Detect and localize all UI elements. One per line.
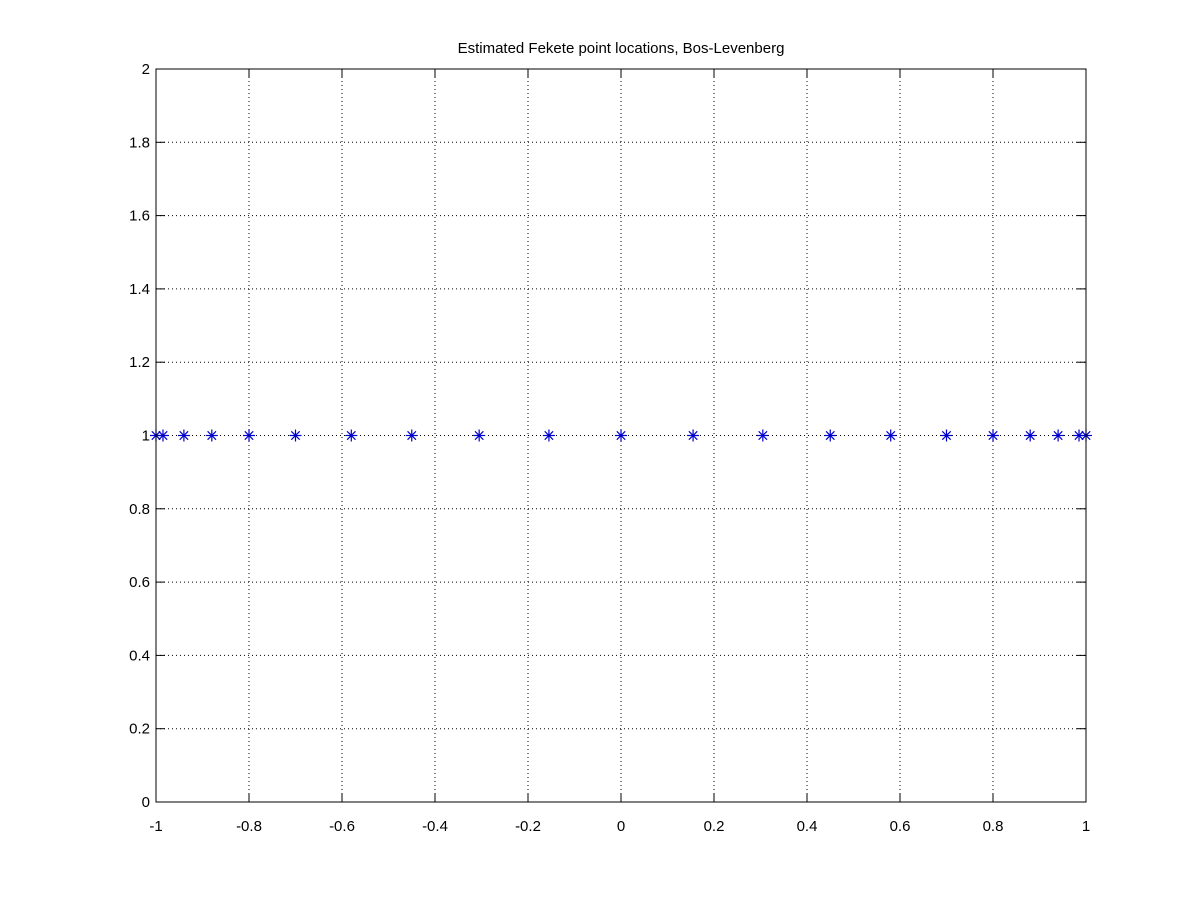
data-point-asterisk xyxy=(615,429,627,442)
x-tick-label: 0 xyxy=(617,818,625,835)
data-point-asterisk xyxy=(177,429,190,442)
y-tick-label: 0 xyxy=(142,794,150,811)
data-point-asterisk xyxy=(156,429,169,442)
x-tick-label: 1 xyxy=(1082,818,1090,835)
data-points xyxy=(150,429,1092,442)
y-tick-label: 1.8 xyxy=(129,134,150,151)
data-point-asterisk xyxy=(1024,429,1037,442)
y-tick-label: 0.8 xyxy=(129,501,150,518)
y-tick-label: 1.2 xyxy=(129,354,150,371)
data-point-asterisk xyxy=(405,429,418,442)
x-tick-label: -0.8 xyxy=(236,818,262,835)
data-point-asterisk xyxy=(756,429,769,442)
data-point-asterisk xyxy=(987,429,999,442)
x-tick-label: -0.6 xyxy=(329,818,355,835)
x-tick-label: 0.6 xyxy=(890,818,911,835)
data-point-asterisk xyxy=(289,429,302,442)
data-point-asterisk xyxy=(884,429,897,442)
y-tick-label: 0.2 xyxy=(129,721,150,738)
y-tick-label: 0.6 xyxy=(129,574,150,591)
data-point-asterisk xyxy=(940,429,953,442)
data-point-asterisk xyxy=(345,429,358,442)
x-tick-label: 0.2 xyxy=(704,818,725,835)
x-axis-tick-labels: -1 -0.8 -0.6 -0.4 -0.2 0 0.2 0.4 0.6 0.8 1 xyxy=(149,818,1090,835)
x-tick-label: 0.4 xyxy=(797,818,818,835)
data-point-asterisk xyxy=(687,429,700,442)
x-tick-label: -1 xyxy=(149,818,162,835)
x-tick-label: -0.2 xyxy=(515,818,541,835)
data-point-asterisk xyxy=(542,429,555,442)
plot-area-border xyxy=(155,68,1087,803)
x-tick-label: 0.8 xyxy=(983,818,1004,835)
y-tick-label: 0.4 xyxy=(129,647,150,664)
x-tick-label: -0.4 xyxy=(422,818,448,835)
y-tick-label: 1.4 xyxy=(129,281,150,298)
data-point-asterisk xyxy=(1052,429,1065,442)
data-point-asterisk xyxy=(243,429,255,442)
y-tick-label: 2 xyxy=(142,61,150,78)
data-point-asterisk xyxy=(205,429,218,442)
y-tick-label: 1 xyxy=(142,428,150,445)
y-tick-label: 1.6 xyxy=(129,208,150,225)
data-point-asterisk xyxy=(824,429,837,442)
y-axis-tick-labels: 0 0.2 0.4 0.6 0.8 1 1.2 1.4 1.6 1.8 2 xyxy=(129,61,150,811)
chart-title: Estimated Fekete point locations, Bos-Le… xyxy=(458,40,785,57)
data-point-asterisk xyxy=(473,429,486,442)
